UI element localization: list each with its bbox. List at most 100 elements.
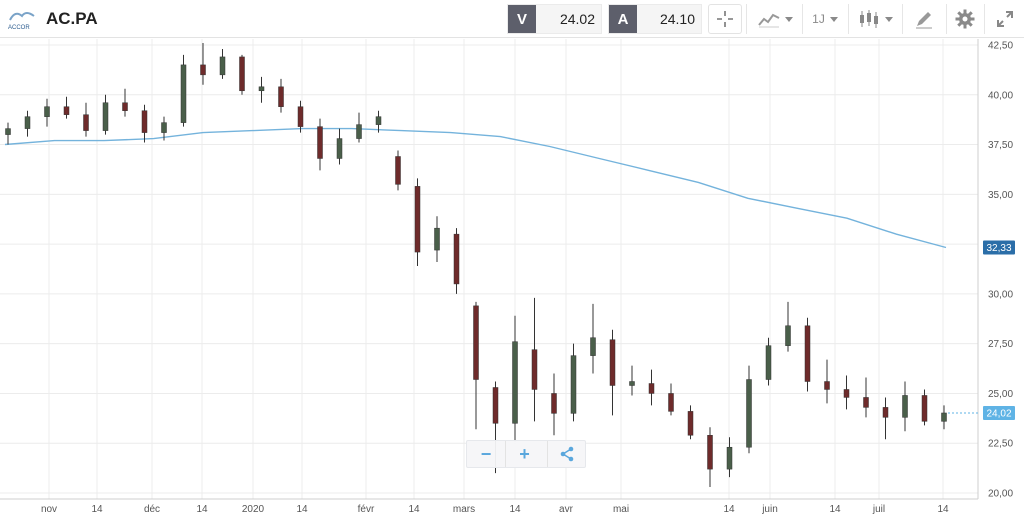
indicators-button[interactable]	[752, 4, 798, 34]
candle-body	[668, 393, 674, 412]
candle-body	[24, 116, 31, 129]
candle-body	[746, 379, 752, 448]
x-tick-label: 14	[509, 504, 521, 515]
candle-body	[707, 435, 713, 470]
moving-average-line	[4, 127, 947, 249]
ma-value-tag	[983, 240, 1015, 255]
ask-value: 24.10	[659, 11, 695, 27]
ma-value-label: 32,33	[986, 243, 1011, 254]
bid-value: 24.02	[559, 11, 595, 27]
candle-body	[434, 227, 440, 251]
x-tick-label: mars	[453, 504, 475, 515]
candle-body	[161, 122, 167, 133]
candle-body	[609, 339, 616, 386]
svg-text:ACCOR: ACCOR	[8, 25, 30, 31]
bid-quote[interactable]: V 24.02	[507, 4, 602, 34]
drawing-button[interactable]	[906, 4, 942, 34]
candle-body	[551, 393, 557, 414]
last-price-label: 24,02	[986, 408, 1011, 419]
x-tick-label: 14	[196, 504, 208, 515]
candle-body	[492, 387, 499, 424]
candle-body	[921, 395, 928, 422]
x-tick-label: juil	[872, 504, 885, 515]
y-tick-label: 25,00	[988, 389, 1013, 400]
symbol-title: AC.PA	[46, 9, 98, 28]
x-tick-label: 14	[723, 504, 735, 515]
candle-body	[122, 102, 128, 111]
crosshair-icon	[717, 11, 733, 27]
x-tick-label: 14	[937, 504, 949, 515]
candle-body	[414, 186, 421, 253]
candle-body	[765, 345, 772, 380]
candle-body	[317, 126, 323, 159]
candle-body	[44, 106, 50, 117]
x-tick-label: nov	[41, 504, 57, 515]
candle-body	[375, 116, 382, 125]
candle-body	[687, 411, 694, 436]
candle-body	[102, 102, 109, 131]
candle-body	[63, 106, 70, 115]
candle-body	[941, 412, 947, 422]
pencil-icon	[916, 12, 932, 29]
candle-body	[785, 325, 791, 346]
candle-body	[531, 349, 538, 390]
candle-body	[180, 64, 187, 123]
x-tick-label: mai	[613, 504, 629, 515]
y-tick-label: 30,00	[988, 289, 1013, 300]
settings-button[interactable]	[950, 4, 980, 34]
line-chart-icon	[757, 13, 779, 28]
last-price-tag	[983, 405, 1015, 420]
x-tick-label: 2020	[242, 504, 265, 515]
toolbar: ACCOR AC.PA V 24.02 A 24.10 1J	[0, 0, 1024, 38]
candle-body	[726, 446, 733, 470]
ask-quote[interactable]: A 24.10	[608, 4, 702, 34]
x-tick-label: 14	[829, 504, 841, 515]
y-tick-label: 22,50	[988, 439, 1013, 450]
chart-type-button[interactable]	[852, 4, 898, 34]
price-chart[interactable]: 42,5040,0037,5035,0032,5030,0027,5025,00…	[0, 39, 1024, 523]
fullscreen-button[interactable]	[990, 4, 1020, 34]
x-tick-label: déc	[144, 504, 160, 515]
candle-body	[843, 389, 850, 398]
candle-body	[824, 381, 830, 390]
candle-body	[336, 138, 343, 159]
candle-body	[83, 114, 89, 131]
x-tick-label: juin	[761, 504, 778, 515]
candle-body	[239, 56, 245, 92]
share-icon	[560, 446, 573, 462]
y-tick-label: 40,00	[988, 90, 1013, 101]
candle-body	[453, 233, 460, 285]
candle-body	[297, 106, 304, 127]
period-select[interactable]: 1J	[806, 4, 844, 34]
expand-icon	[997, 11, 1013, 27]
y-tick-label: 27,50	[988, 339, 1013, 350]
candle-body	[902, 395, 908, 418]
candle-body	[863, 397, 869, 408]
period-label: 1J	[812, 12, 825, 26]
y-tick-label: 20,00	[988, 489, 1013, 500]
candle-body	[258, 86, 265, 92]
candle-body	[804, 325, 811, 382]
candle-body	[200, 64, 206, 76]
y-tick-label: 35,00	[988, 190, 1013, 201]
candlestick-icon	[859, 10, 878, 28]
y-tick-label: 42,50	[988, 40, 1013, 51]
ask-letter: A	[609, 5, 637, 33]
gear-icon	[955, 9, 975, 29]
crosshair-button[interactable]	[708, 4, 742, 34]
candle-body	[219, 56, 226, 76]
share-button[interactable]	[547, 441, 585, 467]
zoom-controls: − +	[466, 440, 586, 468]
x-tick-label: févr	[358, 504, 375, 515]
zoom-in-button[interactable]: +	[505, 441, 543, 467]
candle-body	[570, 355, 577, 414]
candle-body	[629, 381, 635, 386]
y-tick-label: 37,50	[988, 140, 1013, 151]
candle-body	[648, 383, 655, 394]
x-tick-label: 14	[408, 504, 420, 515]
x-tick-label: 14	[296, 504, 308, 515]
candle-body	[882, 407, 889, 418]
candle-body	[473, 305, 479, 380]
candle-body	[590, 337, 596, 356]
zoom-out-button[interactable]: −	[480, 443, 492, 464]
